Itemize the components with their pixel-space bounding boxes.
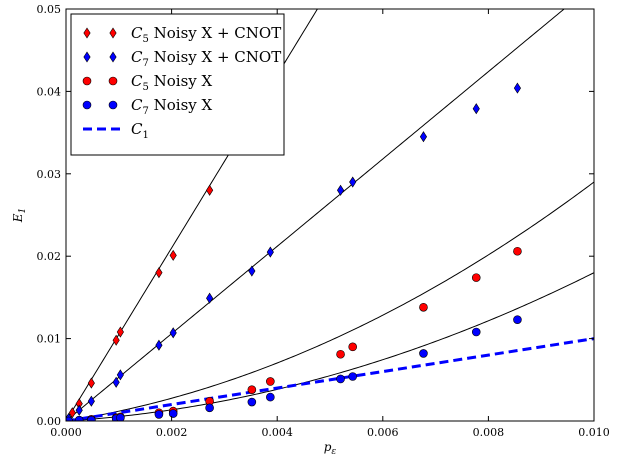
point-c7cnot: [155, 339, 163, 351]
fit-line-c5x: [66, 181, 594, 421]
point-c5cnot: [116, 326, 124, 338]
point-c7cnot: [472, 103, 480, 115]
x-axis-label: pε: [324, 440, 337, 457]
reference-line: [66, 337, 594, 421]
legend-marker-c7cnot: [83, 51, 91, 63]
point-c5cnot: [206, 184, 214, 196]
y-tick-label: 0.01: [37, 333, 62, 346]
point-c5cnot: [155, 267, 163, 279]
fit-line-c5cnot: [66, 9, 319, 421]
point-c5x: [247, 385, 257, 394]
legend-marker-c5cnot: [83, 27, 91, 39]
point-c7cnot: [513, 82, 521, 94]
x-tick-label: 0.010: [578, 426, 610, 439]
x-tick-label: 0.006: [367, 426, 399, 439]
legend: C5 Noisy X + CNOT C7 Noisy X + CNOT C5 Noi…: [70, 13, 285, 156]
point-c5x: [348, 342, 358, 352]
legend-label-c5x: C5 Noisy X: [131, 72, 213, 93]
point-c5x: [471, 273, 481, 282]
point-c5x: [419, 302, 428, 312]
point-c7cnot: [206, 292, 214, 304]
data-points: [66, 82, 522, 421]
reference-line-group: [66, 337, 594, 421]
fit-line-c7cnot: [66, 9, 565, 421]
point-c7x: [168, 409, 178, 418]
point-c7x: [154, 410, 164, 419]
fit-line-c7x: [66, 272, 594, 421]
x-tick-label: 0.002: [156, 426, 188, 439]
point-c7x: [74, 415, 84, 421]
point-c7x: [116, 413, 125, 421]
x-tick-label: 0.008: [473, 426, 505, 439]
point-c5cnot: [68, 407, 76, 419]
point-c7x: [471, 327, 481, 337]
point-c7cnot: [169, 327, 177, 339]
point-c7x: [247, 397, 257, 407]
legend-marker-c5x: [82, 76, 92, 86]
point-c7x: [336, 374, 345, 384]
point-c7x: [348, 372, 358, 381]
legend-marker-c5x: [108, 76, 118, 86]
point-c7x: [513, 315, 522, 324]
point-c7cnot: [248, 265, 256, 277]
point-c7x: [87, 415, 96, 421]
x-axis-ticks: 0.000 0.002 0.004 0.006 0.008 0.010: [50, 9, 610, 439]
y-axis-ticks: 0.00 0.01 0.02 0.03 0.04 0.05: [37, 3, 594, 428]
y-tick-label: 0.04: [37, 85, 62, 98]
legend-marker-c5cnot: [109, 27, 117, 39]
point-c7cnot: [349, 176, 357, 188]
legend-label-c7cnot: C7 Noisy X + CNOT: [131, 48, 281, 69]
point-c7cnot: [75, 404, 83, 416]
y-tick-label: 0.02: [37, 250, 62, 263]
point-c7cnot: [337, 184, 345, 196]
point-c7x: [266, 392, 275, 402]
point-c7cnot: [87, 395, 95, 407]
plot-frame: [65, 8, 595, 422]
point-c7x: [66, 416, 73, 421]
legend-label-c5cnot: C5 Noisy X + CNOT: [131, 24, 281, 45]
legend-marker-c7x: [108, 100, 118, 110]
point-c5x: [513, 246, 522, 256]
x-tick-label: 0.000: [50, 426, 82, 439]
point-c7cnot: [116, 369, 124, 381]
y-tick-label: 0.00: [37, 415, 62, 428]
point-c5x: [336, 349, 345, 359]
y-axis-label: E1: [11, 208, 28, 224]
y-tick-label: 0.03: [37, 168, 62, 181]
point-c7cnot: [112, 376, 120, 388]
point-c5x: [266, 377, 275, 386]
point-c7cnot: [419, 131, 428, 143]
x-tick-label: 0.004: [261, 426, 293, 439]
legend-label-c1: C1: [131, 120, 149, 141]
point-c5cnot: [87, 377, 95, 389]
fit-lines: [66, 9, 594, 421]
legend-label-c7x: C7 Noisy X: [131, 96, 213, 117]
legend-box: [70, 13, 285, 156]
legend-marker-c7x: [82, 100, 92, 110]
point-c5cnot: [112, 334, 120, 346]
point-c5cnot: [169, 249, 177, 261]
legend-marker-c7cnot: [109, 51, 117, 63]
point-c7x: [205, 403, 214, 413]
point-c7x: [419, 349, 428, 358]
y-tick-label: 0.05: [37, 3, 62, 16]
point-c7cnot: [266, 246, 274, 258]
